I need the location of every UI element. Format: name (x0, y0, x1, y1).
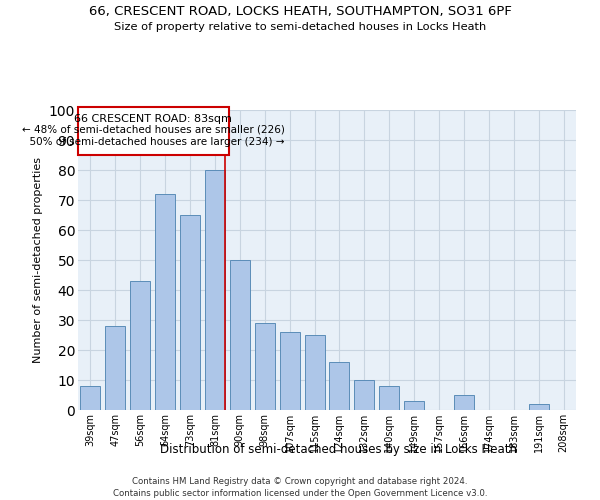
Text: 66, CRESCENT ROAD, LOCKS HEATH, SOUTHAMPTON, SO31 6PF: 66, CRESCENT ROAD, LOCKS HEATH, SOUTHAMP… (89, 5, 511, 18)
Bar (454, 395, 474, 410)
Bar (280, 332, 299, 410)
Bar (230, 260, 250, 410)
Bar (329, 362, 349, 410)
Bar (255, 323, 275, 410)
Bar (404, 401, 424, 410)
Bar (205, 170, 225, 410)
Bar (80, 386, 100, 410)
Bar (379, 386, 399, 410)
Text: Contains HM Land Registry data © Crown copyright and database right 2024.: Contains HM Land Registry data © Crown c… (132, 478, 468, 486)
Bar (529, 404, 548, 410)
Text: 50% of semi-detached houses are larger (234) →: 50% of semi-detached houses are larger (… (23, 137, 284, 147)
FancyBboxPatch shape (78, 107, 229, 155)
Bar (305, 335, 325, 410)
Text: ← 48% of semi-detached houses are smaller (226): ← 48% of semi-detached houses are smalle… (22, 125, 285, 135)
Text: Contains public sector information licensed under the Open Government Licence v3: Contains public sector information licen… (113, 489, 487, 498)
Y-axis label: Number of semi-detached properties: Number of semi-detached properties (33, 157, 43, 363)
Bar (180, 215, 200, 410)
Text: Size of property relative to semi-detached houses in Locks Heath: Size of property relative to semi-detach… (114, 22, 486, 32)
Text: 66 CRESCENT ROAD: 83sqm: 66 CRESCENT ROAD: 83sqm (74, 114, 232, 124)
Bar (155, 194, 175, 410)
Bar (106, 326, 125, 410)
Bar (355, 380, 374, 410)
Text: Distribution of semi-detached houses by size in Locks Heath: Distribution of semi-detached houses by … (160, 442, 517, 456)
Bar (130, 281, 150, 410)
